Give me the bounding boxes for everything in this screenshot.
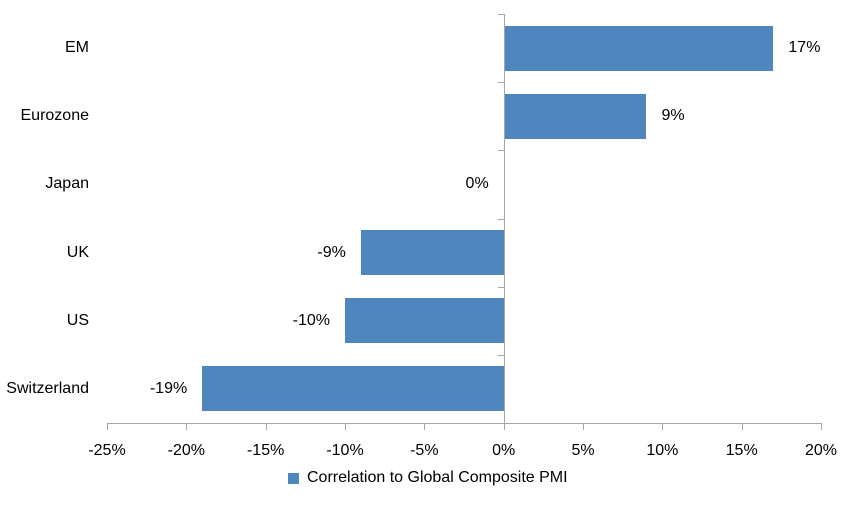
bar-uk: [360, 230, 504, 276]
x-axis-tick: [741, 424, 743, 430]
value-label-us: -10%: [292, 311, 330, 329]
x-tick-label: -5%: [410, 442, 439, 459]
value-label-switzerland: -19%: [149, 379, 188, 397]
x-tick-label: 5%: [571, 442, 595, 459]
category-label-em: EM: [65, 39, 89, 57]
category-label-us: US: [66, 311, 89, 329]
x-axis-tick: [186, 424, 188, 430]
legend-label: Correlation to Global Composite PMI: [307, 469, 568, 486]
bar-eurozone: [503, 93, 647, 139]
y-axis-line: [504, 14, 505, 423]
x-axis-tick: [662, 424, 664, 430]
x-axis-tick: [821, 424, 822, 430]
value-label-japan: 0%: [465, 175, 489, 193]
x-axis-tick: [503, 424, 505, 430]
y-axis-tick: [498, 150, 504, 152]
y-axis-tick: [498, 354, 504, 356]
y-axis-tick: [498, 82, 504, 84]
category-label-uk: UK: [66, 243, 89, 261]
x-axis-tick: [424, 424, 426, 430]
y-axis-tick: [498, 14, 504, 15]
x-tick-label: -25%: [88, 442, 126, 459]
bar-switzerland: [202, 366, 504, 412]
y-axis-tick: [498, 423, 504, 424]
x-tick-label: 15%: [725, 442, 758, 459]
y-axis-tick: [498, 286, 504, 288]
x-axis-tick: [107, 424, 108, 430]
x-tick-label: 0%: [492, 442, 516, 459]
value-label-em: 17%: [788, 39, 821, 57]
x-tick-label: -15%: [246, 442, 285, 459]
x-axis-line: [107, 423, 822, 424]
x-tick-label: -20%: [167, 442, 205, 459]
category-label-eurozone: Eurozone: [20, 107, 90, 125]
y-axis-tick: [498, 218, 504, 220]
x-tick-label: 10%: [646, 442, 679, 459]
bar-em: [503, 25, 774, 71]
x-tick-label: -10%: [326, 442, 364, 459]
x-axis-tick: [345, 424, 346, 430]
legend: Correlation to Global Composite PMI: [288, 469, 568, 487]
bar-us: [345, 298, 504, 344]
legend-swatch-icon: [288, 472, 299, 484]
category-label-japan: Japan: [45, 175, 89, 193]
x-tick-label: 20%: [804, 442, 838, 459]
x-axis-tick: [583, 424, 584, 430]
category-label-switzerland: Switzerland: [6, 379, 89, 397]
value-label-eurozone: 9%: [661, 107, 685, 125]
x-axis-tick: [265, 424, 267, 430]
value-label-uk: -9%: [317, 243, 346, 261]
